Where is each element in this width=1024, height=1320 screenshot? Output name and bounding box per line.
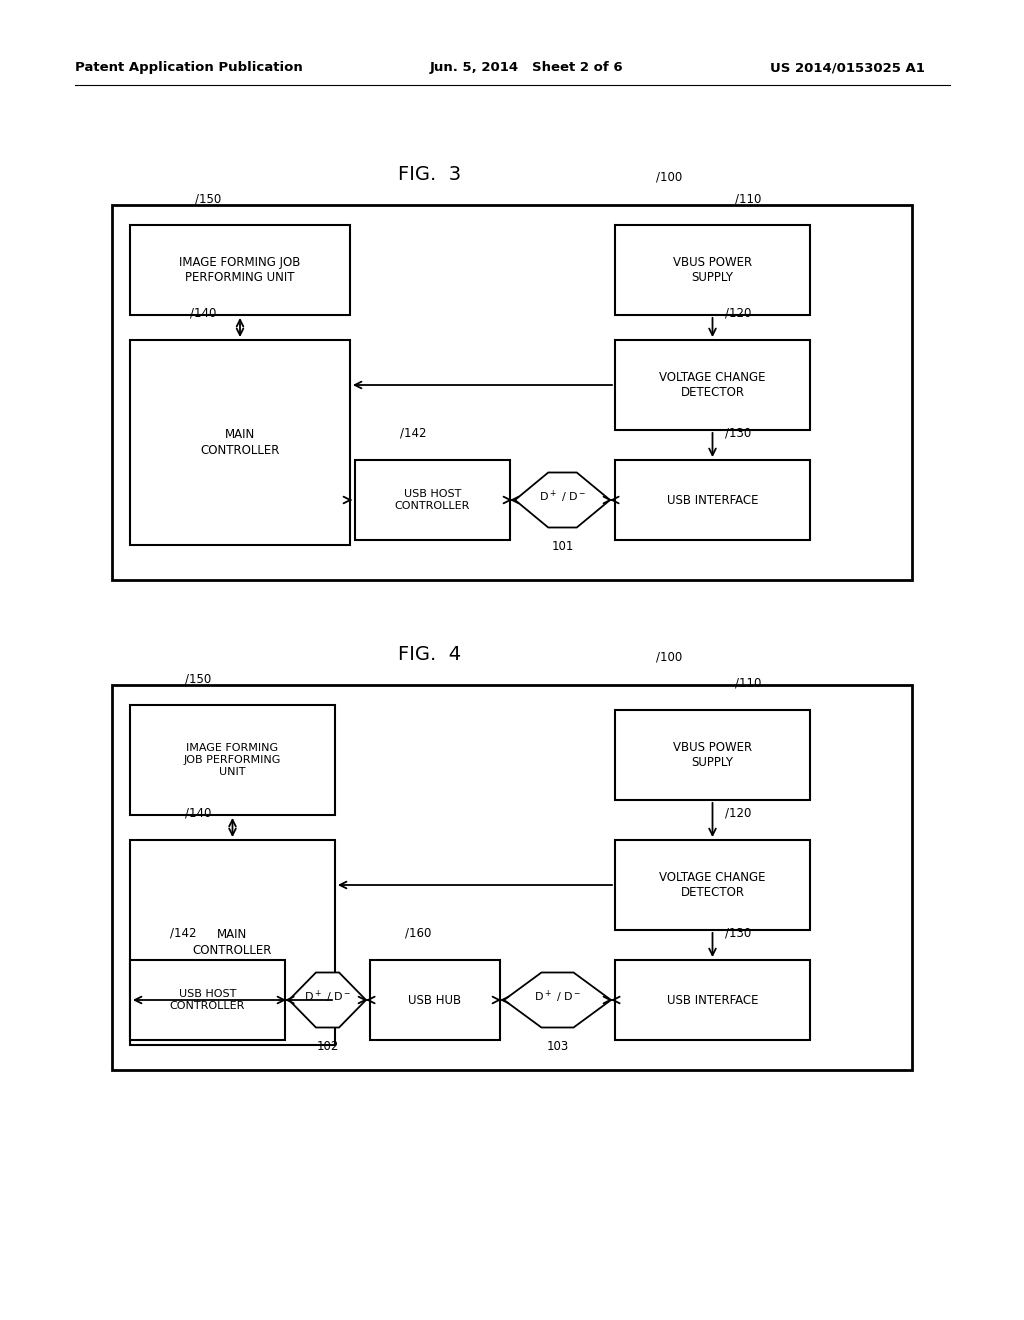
Text: /100: /100 (656, 170, 682, 183)
Text: US 2014/0153025 A1: US 2014/0153025 A1 (770, 62, 925, 74)
Text: /120: /120 (725, 308, 752, 319)
Text: FIG.  4: FIG. 4 (398, 645, 462, 664)
Bar (130, 341, 350, 545)
Text: D$^+$ / D$^-$: D$^+$ / D$^-$ (304, 989, 351, 1005)
Bar (370, 960, 500, 1040)
Bar (615, 840, 810, 931)
Text: /140: /140 (190, 308, 216, 319)
Text: D$^+$ / D$^-$: D$^+$ / D$^-$ (539, 488, 586, 506)
Text: IMAGE FORMING JOB
PERFORMING UNIT: IMAGE FORMING JOB PERFORMING UNIT (179, 256, 301, 284)
Text: MAIN
CONTROLLER: MAIN CONTROLLER (201, 429, 280, 457)
Bar (355, 459, 510, 540)
Text: USB HOST
CONTROLLER: USB HOST CONTROLLER (170, 989, 245, 1011)
Text: D$^+$ / D$^-$: D$^+$ / D$^-$ (534, 989, 581, 1005)
Text: VBUS POWER
SUPPLY: VBUS POWER SUPPLY (673, 256, 752, 284)
Text: /120: /120 (725, 807, 752, 820)
Text: /160: /160 (406, 927, 431, 940)
Polygon shape (504, 973, 611, 1027)
Text: /150: /150 (185, 672, 211, 685)
Text: /110: /110 (735, 677, 762, 690)
Bar (615, 960, 810, 1040)
Text: VOLTAGE CHANGE
DETECTOR: VOLTAGE CHANGE DETECTOR (659, 371, 766, 399)
Bar (615, 224, 810, 315)
Text: USB HOST
CONTROLLER: USB HOST CONTROLLER (395, 490, 470, 511)
Text: VOLTAGE CHANGE
DETECTOR: VOLTAGE CHANGE DETECTOR (659, 871, 766, 899)
Text: /142: /142 (400, 426, 427, 440)
Text: VBUS POWER
SUPPLY: VBUS POWER SUPPLY (673, 741, 752, 770)
Text: MAIN
CONTROLLER: MAIN CONTROLLER (193, 928, 272, 957)
Text: 102: 102 (316, 1040, 339, 1052)
Bar (112, 205, 912, 579)
Text: /110: /110 (735, 191, 762, 205)
Text: FIG.  3: FIG. 3 (398, 165, 462, 185)
Text: Patent Application Publication: Patent Application Publication (75, 62, 303, 74)
Polygon shape (289, 973, 366, 1027)
Bar (615, 459, 810, 540)
Text: USB INTERFACE: USB INTERFACE (667, 994, 758, 1006)
Text: USB INTERFACE: USB INTERFACE (667, 494, 758, 507)
Text: /140: /140 (185, 807, 211, 820)
Text: /100: /100 (656, 649, 682, 663)
Bar (130, 224, 350, 315)
Text: Jun. 5, 2014   Sheet 2 of 6: Jun. 5, 2014 Sheet 2 of 6 (430, 62, 624, 74)
Bar (130, 960, 285, 1040)
Text: /130: /130 (725, 927, 752, 940)
Text: /150: /150 (195, 191, 221, 205)
Text: /130: /130 (725, 426, 752, 440)
Bar (615, 341, 810, 430)
Bar (130, 705, 335, 814)
Text: /142: /142 (170, 927, 197, 940)
Text: USB HUB: USB HUB (409, 994, 462, 1006)
Text: 101: 101 (551, 540, 573, 553)
Bar (112, 685, 912, 1071)
Polygon shape (515, 473, 610, 528)
Bar (615, 710, 810, 800)
Bar (130, 840, 335, 1045)
Text: 103: 103 (547, 1040, 568, 1052)
Text: IMAGE FORMING
JOB PERFORMING
UNIT: IMAGE FORMING JOB PERFORMING UNIT (184, 743, 282, 776)
